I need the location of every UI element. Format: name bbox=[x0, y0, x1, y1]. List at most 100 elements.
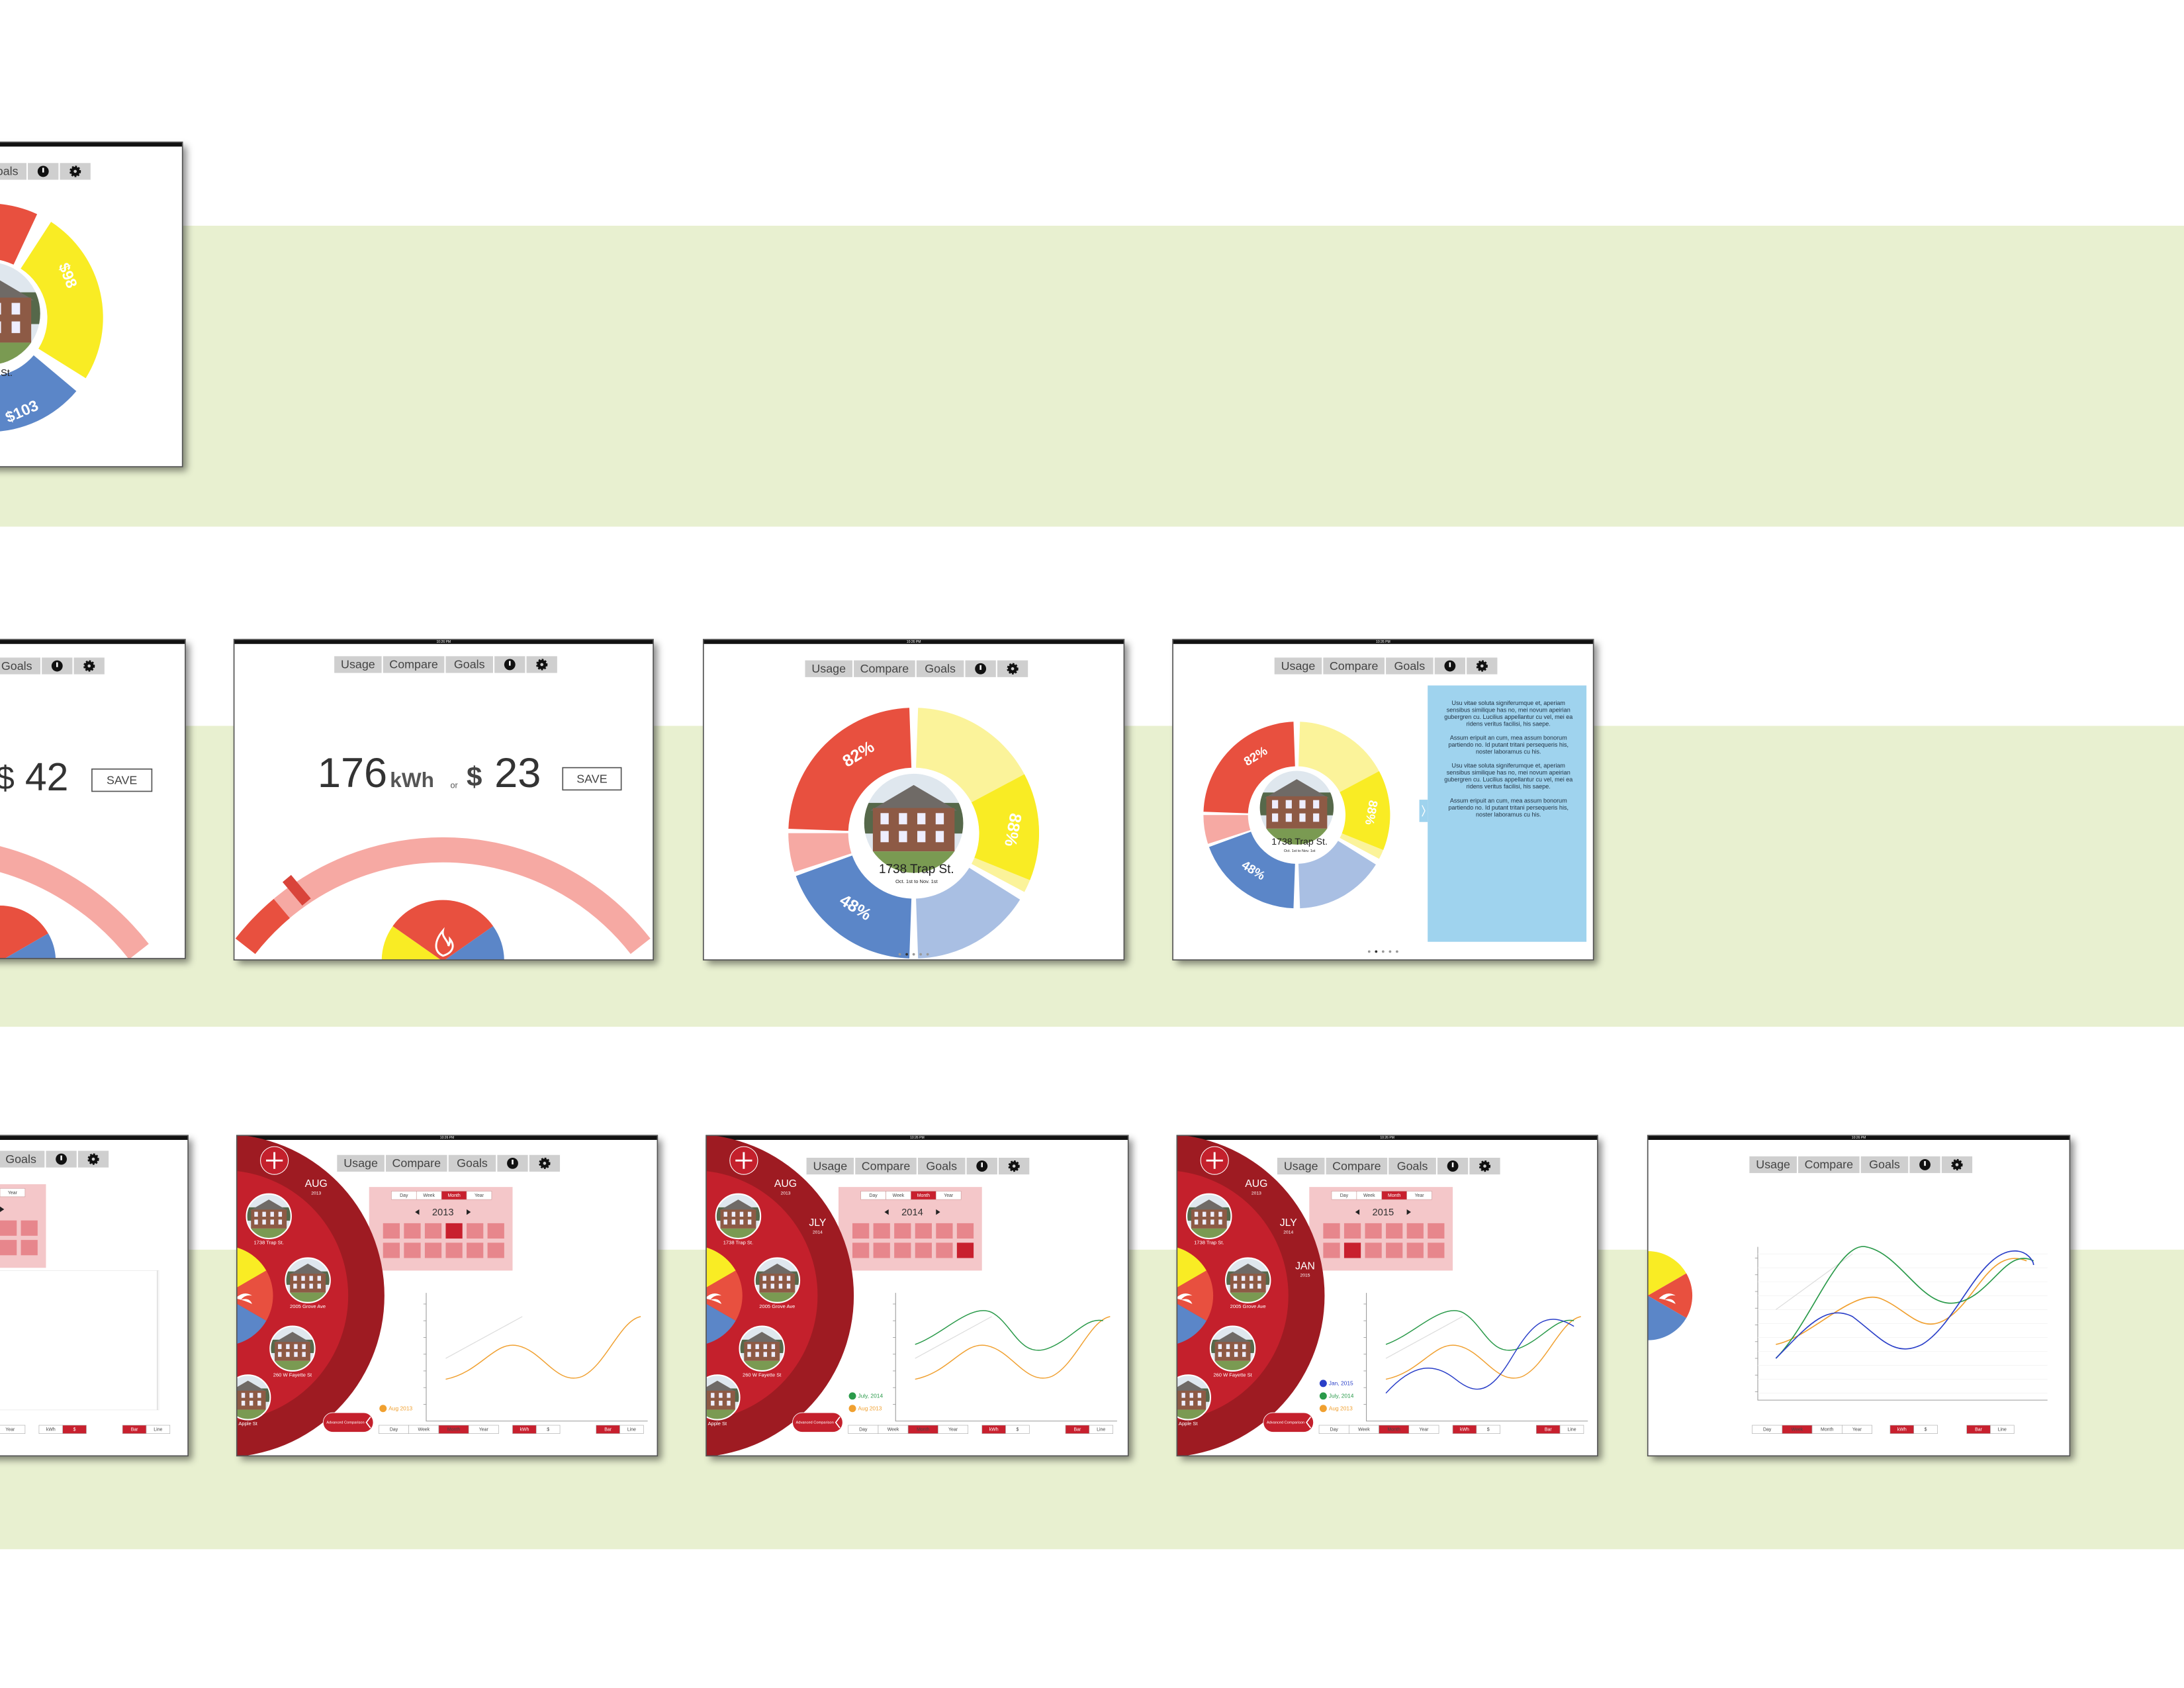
nav-tab[interactable] bbox=[1749, 1156, 1797, 1174]
prev-arrow[interactable] bbox=[1355, 1209, 1360, 1215]
month-cell[interactable] bbox=[487, 1243, 504, 1258]
month-cell[interactable] bbox=[1365, 1243, 1382, 1258]
picker-tab[interactable] bbox=[1406, 1191, 1432, 1200]
style-button[interactable] bbox=[146, 1425, 171, 1434]
nav-tab[interactable] bbox=[0, 163, 26, 180]
month-cell[interactable] bbox=[424, 1243, 442, 1258]
nav-tab[interactable] bbox=[1388, 1157, 1436, 1175]
nav-tab[interactable] bbox=[1277, 1157, 1325, 1175]
month-cell[interactable] bbox=[1365, 1223, 1382, 1239]
unit-button[interactable] bbox=[62, 1425, 87, 1434]
nav-tab[interactable] bbox=[0, 1150, 45, 1168]
month-cell[interactable] bbox=[1343, 1243, 1361, 1258]
nav-label: Compare bbox=[1330, 659, 1379, 673]
month-cell[interactable] bbox=[936, 1223, 953, 1239]
nav-tab[interactable] bbox=[1386, 657, 1433, 675]
nav-tab[interactable] bbox=[334, 656, 382, 673]
nav-tab[interactable] bbox=[917, 1157, 966, 1175]
month-cell[interactable] bbox=[956, 1243, 974, 1258]
nav-tab[interactable] bbox=[337, 1154, 385, 1172]
month-cell[interactable] bbox=[1428, 1243, 1445, 1258]
prev-arrow[interactable] bbox=[884, 1209, 889, 1215]
month-cell[interactable] bbox=[424, 1223, 442, 1239]
month-cell[interactable] bbox=[445, 1243, 463, 1258]
panel-handle[interactable] bbox=[1419, 800, 1428, 822]
month-cell[interactable] bbox=[467, 1223, 484, 1239]
nav-tab[interactable] bbox=[1860, 1156, 1909, 1174]
nav-tab[interactable] bbox=[916, 660, 964, 677]
month-cell[interactable] bbox=[873, 1243, 890, 1258]
nav-tab[interactable] bbox=[1274, 657, 1322, 675]
month-cell[interactable] bbox=[1386, 1243, 1403, 1258]
month-cell[interactable] bbox=[404, 1243, 421, 1258]
month-cell[interactable] bbox=[0, 1220, 17, 1236]
month-cell[interactable] bbox=[1386, 1223, 1403, 1239]
range-button[interactable] bbox=[938, 1425, 969, 1434]
dial-handle[interactable] bbox=[282, 874, 311, 906]
nav-tab[interactable] bbox=[448, 1154, 496, 1172]
prev-arrow[interactable] bbox=[415, 1209, 420, 1215]
nav-tab[interactable] bbox=[805, 660, 853, 677]
nav-tab[interactable] bbox=[854, 660, 915, 677]
nav-tab[interactable] bbox=[806, 1157, 854, 1175]
save-button[interactable] bbox=[562, 767, 622, 791]
style-button[interactable] bbox=[619, 1425, 644, 1434]
range-button[interactable] bbox=[1408, 1425, 1439, 1434]
month-cell[interactable] bbox=[1406, 1223, 1424, 1239]
month-cell[interactable] bbox=[915, 1243, 932, 1258]
nav-tab[interactable] bbox=[1323, 657, 1385, 675]
month-cell[interactable] bbox=[467, 1243, 484, 1258]
range-button[interactable] bbox=[1842, 1425, 1872, 1434]
nav-tab[interactable] bbox=[445, 656, 494, 673]
month-cell[interactable] bbox=[1343, 1223, 1361, 1239]
month-cell[interactable] bbox=[21, 1240, 38, 1256]
style-button[interactable] bbox=[1559, 1425, 1584, 1434]
month-cell[interactable] bbox=[1428, 1223, 1445, 1239]
month-cell[interactable] bbox=[404, 1223, 421, 1239]
month-cell[interactable] bbox=[873, 1223, 890, 1239]
month-cell[interactable] bbox=[852, 1243, 870, 1258]
month-cell[interactable] bbox=[487, 1223, 504, 1239]
advanced-tab[interactable] bbox=[1263, 1412, 1314, 1432]
nav-tab[interactable] bbox=[383, 656, 445, 673]
next-arrow[interactable] bbox=[1406, 1209, 1411, 1215]
month-cell[interactable] bbox=[445, 1223, 463, 1239]
picker-tab[interactable] bbox=[0, 1188, 26, 1197]
chart-axes bbox=[1366, 1293, 1588, 1422]
month-cell[interactable] bbox=[383, 1243, 400, 1258]
next-arrow[interactable] bbox=[0, 1206, 5, 1213]
month-cell[interactable] bbox=[1323, 1223, 1340, 1239]
month-cell[interactable] bbox=[383, 1223, 400, 1239]
nav-tab[interactable] bbox=[1326, 1157, 1388, 1175]
next-arrow[interactable] bbox=[936, 1209, 940, 1215]
month-cell[interactable] bbox=[852, 1223, 870, 1239]
unit-button[interactable] bbox=[1913, 1425, 1938, 1434]
month-cell[interactable] bbox=[894, 1223, 911, 1239]
style-button[interactable] bbox=[1990, 1425, 2015, 1434]
month-cell[interactable] bbox=[915, 1223, 932, 1239]
month-cell[interactable] bbox=[0, 1240, 17, 1256]
range-button[interactable] bbox=[468, 1425, 499, 1434]
advanced-tab[interactable] bbox=[322, 1412, 374, 1432]
month-cell[interactable] bbox=[21, 1220, 38, 1236]
save-button[interactable] bbox=[91, 768, 153, 792]
next-arrow[interactable] bbox=[467, 1209, 471, 1215]
nav-tab[interactable] bbox=[855, 1157, 917, 1175]
nav-tab[interactable] bbox=[385, 1154, 447, 1172]
style-button[interactable] bbox=[1089, 1425, 1113, 1434]
unit-button[interactable] bbox=[1476, 1425, 1500, 1434]
month-cell[interactable] bbox=[936, 1243, 953, 1258]
nav-tab[interactable] bbox=[0, 657, 41, 675]
picker-tab[interactable] bbox=[466, 1191, 492, 1200]
month-cell[interactable] bbox=[894, 1243, 911, 1258]
advanced-tab[interactable] bbox=[792, 1412, 843, 1432]
unit-button[interactable] bbox=[535, 1425, 561, 1434]
month-cell[interactable] bbox=[1406, 1243, 1424, 1258]
picker-tab[interactable] bbox=[935, 1191, 962, 1200]
unit-button[interactable] bbox=[1005, 1425, 1030, 1434]
month-cell[interactable] bbox=[956, 1223, 974, 1239]
nav-tab[interactable] bbox=[1798, 1156, 1860, 1174]
range-button[interactable] bbox=[0, 1425, 26, 1434]
month-cell[interactable] bbox=[1323, 1243, 1340, 1258]
